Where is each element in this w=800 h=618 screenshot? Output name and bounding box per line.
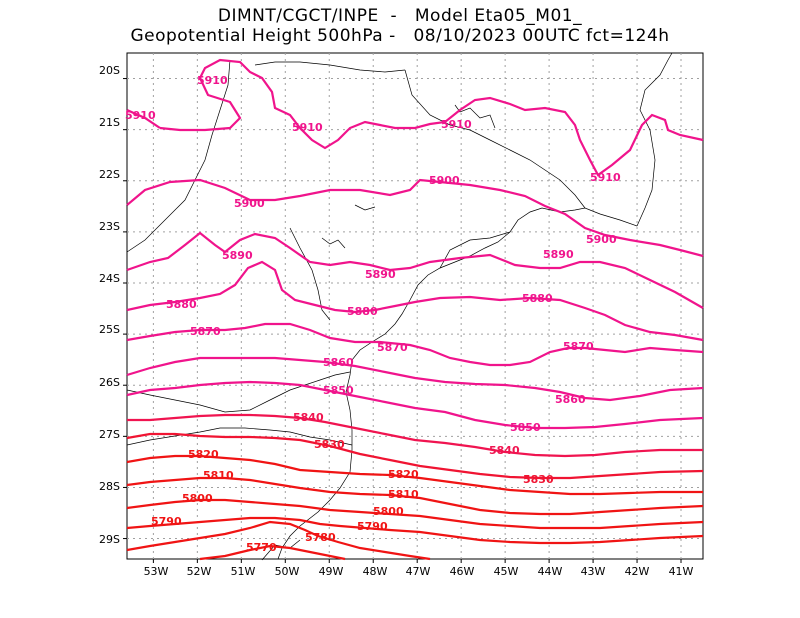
contour-label: 5810 [388, 488, 419, 501]
lon-tick: 51W [231, 565, 256, 578]
lon-tick: 50W [275, 565, 300, 578]
lat-tick: 22S [99, 168, 120, 181]
lon-tick: 49W [319, 565, 344, 578]
contour-label: 5770 [246, 541, 277, 554]
lon-tick: 46W [450, 565, 475, 578]
contour-label: 5820 [388, 468, 419, 481]
contour-5890 [126, 231, 704, 309]
contour-label: 5830 [314, 438, 345, 451]
contour-5860 [126, 356, 704, 402]
title-line-1: DIMNT/CGCT/INPE - Model Eta05_M01_ [217, 6, 583, 26]
contour-label: 5910 [590, 171, 621, 184]
plot-frame [126, 52, 704, 560]
lat-tick: 21S [99, 116, 120, 129]
lat-tick: 23S [99, 220, 120, 233]
contour-label: 5840 [293, 411, 324, 424]
contour-label: 5800 [373, 505, 404, 518]
contour-5900 [126, 178, 704, 258]
contour-5820 [126, 454, 703, 496]
contour-label: 5820 [188, 448, 219, 461]
lat-tick: 25S [99, 323, 120, 336]
lon-tick: 43W [581, 565, 606, 578]
contour-5870 [126, 322, 704, 367]
lon-tick: 42W [625, 565, 650, 578]
lon-tick: 47W [406, 565, 431, 578]
contour-5910 [126, 58, 704, 177]
border-ms-sp [126, 59, 231, 253]
lat-tick: 28S [99, 480, 120, 493]
contour-5770 [199, 544, 346, 561]
reservoir-pr [321, 237, 346, 249]
contour-label: 5790 [357, 520, 388, 533]
contour-5810 [126, 476, 704, 516]
contour-label: 5910 [292, 121, 323, 134]
espirito-santo-coast [636, 52, 673, 227]
contour-label: 5890 [222, 249, 253, 262]
contour-label: 5880 [522, 292, 553, 305]
contour-5850 [126, 380, 704, 430]
contour-5880 [126, 260, 704, 342]
contour-5800 [126, 498, 704, 530]
lat-ticks: 20S 21S 22S 23S 24S 25S 26S 27S 28S 29S [99, 64, 120, 546]
contour-label: 5840 [489, 444, 520, 457]
contour-label: 5910 [441, 118, 472, 131]
tick-marks [123, 78, 682, 563]
border-sc-rs [126, 427, 353, 446]
reservoir-sp [354, 204, 376, 211]
border-sp-rj [439, 231, 511, 269]
contour-label: 5870 [190, 325, 221, 338]
title-line-2: Geopotential Height 500hPa - 08/10/2023 … [130, 26, 670, 46]
lon-tick: 45W [494, 565, 519, 578]
contour-5780 [126, 520, 431, 561]
lat-tick: 29S [99, 533, 120, 546]
contour-label: 5900 [586, 233, 617, 246]
lat-tick: 20S [99, 64, 120, 77]
contour-label: 5890 [543, 248, 574, 261]
contour-label: 5810 [203, 469, 234, 482]
contour-label: 5910 [125, 109, 156, 122]
contour-label: 5790 [151, 515, 182, 528]
contour-label: 5800 [182, 492, 213, 505]
contour-label: 5830 [523, 473, 554, 486]
contour-labels: 5910 5910 5910 5910 5910 5900 5900 5900 … [125, 74, 621, 554]
border-sp-pr [289, 227, 331, 321]
border-mg-go [254, 61, 406, 73]
border-pr-sc [126, 371, 351, 413]
lat-tick: 24S [99, 272, 120, 285]
lat-tick: 27S [99, 428, 120, 441]
contour-label: 5860 [555, 393, 586, 406]
contour-label: 5870 [563, 340, 594, 353]
lon-ticks: 53W 52W 51W 50W 49W 48W 47W 46W 45W 44W … [144, 565, 694, 578]
contour-5840 [127, 413, 703, 458]
lon-tick: 48W [363, 565, 388, 578]
contour-label: 5890 [365, 268, 396, 281]
atlantic-coastline [277, 207, 638, 560]
contour-label: 5850 [323, 384, 354, 397]
contour-label: 5870 [377, 341, 408, 354]
border-mg-rj [404, 69, 586, 209]
lon-tick: 53W [144, 565, 169, 578]
contour-label: 5780 [305, 531, 336, 544]
contour-label: 5900 [234, 197, 265, 210]
lon-tick: 44W [538, 565, 563, 578]
contour-5790 [126, 516, 704, 545]
contour-label: 5900 [429, 174, 460, 187]
contour-5910-a [159, 77, 242, 132]
contour-5830 [126, 432, 704, 480]
contour-label: 5880 [347, 305, 378, 318]
contour-label: 5880 [166, 298, 197, 311]
contour-label: 5910 [197, 74, 228, 87]
lat-tick: 26S [99, 376, 120, 389]
lon-tick: 52W [187, 565, 212, 578]
contours [126, 58, 704, 561]
contour-label: 5850 [510, 421, 541, 434]
lon-tick: 41W [669, 565, 694, 578]
contour-label: 5860 [323, 356, 354, 369]
coastline-and-borders [126, 52, 673, 561]
